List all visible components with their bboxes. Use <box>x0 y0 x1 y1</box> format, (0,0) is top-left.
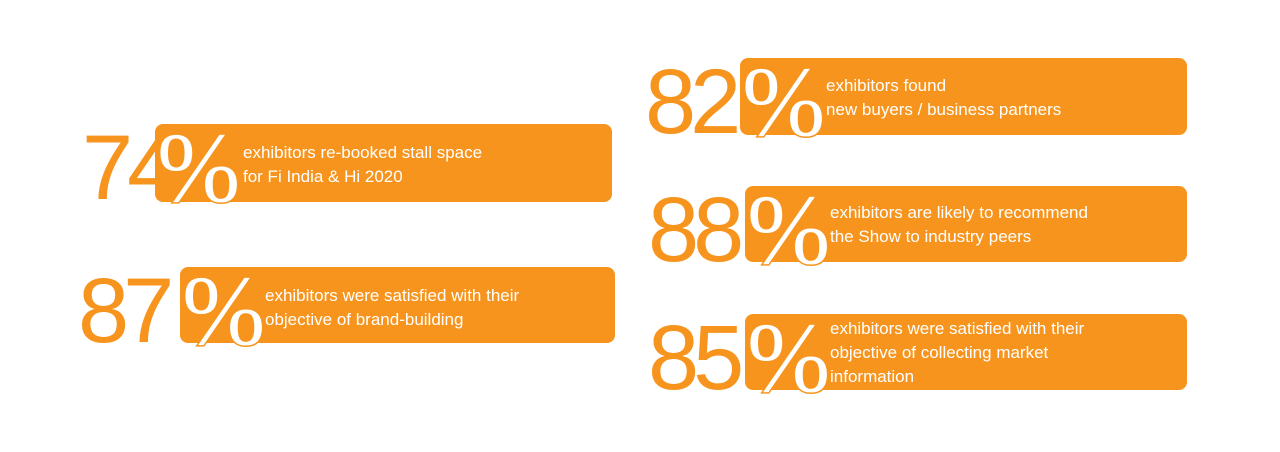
stat-number: 82 <box>645 51 741 153</box>
stat-text: objective of collecting market <box>830 343 1049 362</box>
stat-percent: % <box>180 255 266 366</box>
stat-text: for Fi India & Hi 2020 <box>243 167 403 186</box>
stat-text: exhibitors are likely to recommend <box>830 203 1088 222</box>
stat-percent: % <box>740 46 826 157</box>
stat-box <box>740 58 1187 135</box>
stat-text: information <box>830 367 915 386</box>
stat-number: 85 <box>648 307 744 409</box>
stat-text: the Show to industry peers <box>830 227 1032 246</box>
stat-number: 87 <box>78 260 174 362</box>
stat-percent: % <box>745 174 831 285</box>
stat-text: exhibitors found <box>826 76 947 95</box>
stat-percent: % <box>155 112 241 223</box>
stat-number: 74 <box>82 117 178 219</box>
stat-box <box>745 186 1187 262</box>
stat-box <box>155 124 612 202</box>
stat-number: 88 <box>648 179 744 281</box>
stat-box <box>180 267 615 343</box>
stat-percent: % <box>745 302 831 413</box>
stat-text: objective of brand-building <box>265 310 464 329</box>
stat-text: new buyers / business partners <box>826 100 1062 119</box>
stat-text: exhibitors were satisfied with their <box>830 319 1085 338</box>
stat-text: exhibitors were satisfied with their <box>265 286 520 305</box>
stat-box <box>745 314 1187 390</box>
stat-text: exhibitors re-booked stall space <box>243 143 483 162</box>
